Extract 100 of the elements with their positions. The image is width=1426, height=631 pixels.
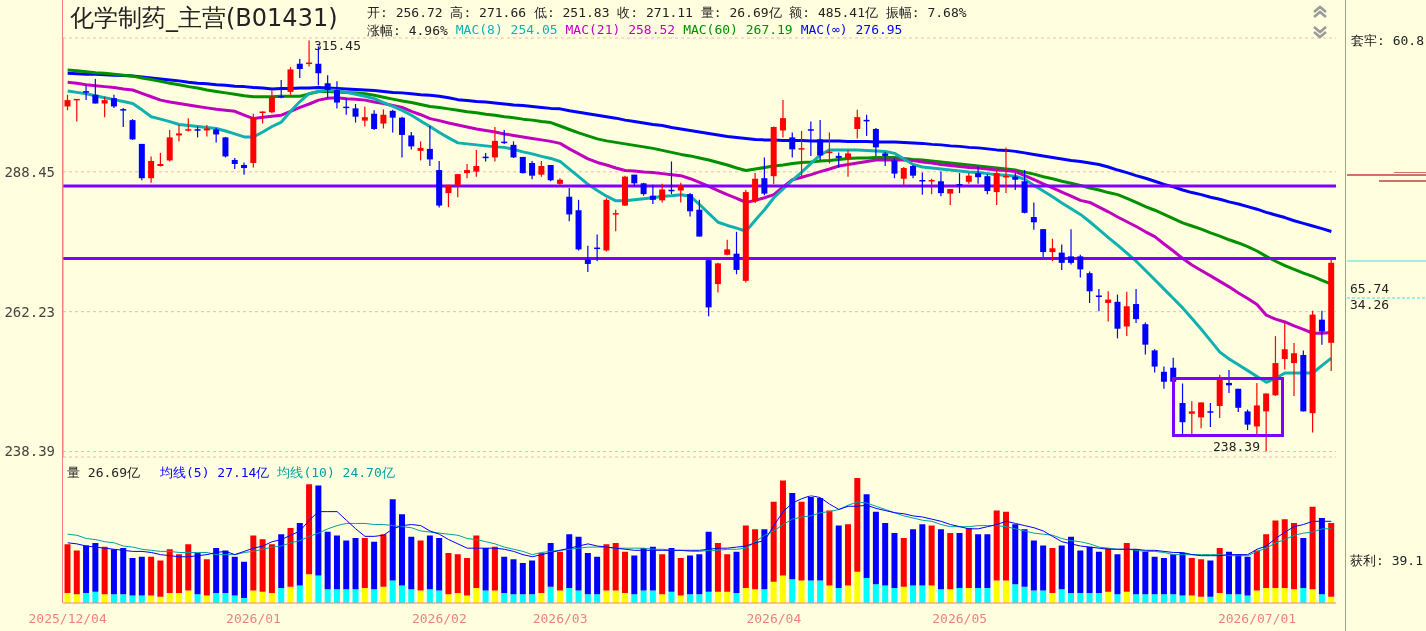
bar [696,554,703,595]
candlestick [1030,201,1037,231]
candlestick [352,103,359,124]
bar [1077,593,1084,603]
x-tick-label: 2026/01 [226,611,281,626]
bar [101,594,108,603]
bar [510,594,517,603]
bar [1151,594,1158,603]
candlestick [1068,228,1075,266]
bar [529,594,536,603]
candlestick [399,116,405,159]
bar [1300,538,1307,588]
bar [306,484,313,575]
bar [1263,588,1270,603]
candlestick [101,96,108,118]
bar [863,578,870,603]
bar [194,594,201,603]
bar [1068,593,1075,603]
bar [1086,593,1093,603]
text: MAC(∞) 276.95 [800,22,903,39]
bar [993,510,1000,581]
bar [1160,558,1167,595]
bar [1198,559,1205,597]
candlestick [1207,402,1214,428]
bar [185,544,192,591]
bar [826,510,833,586]
bar [556,551,563,591]
candlestick [687,192,694,218]
bar [872,584,879,603]
candlestick [287,66,294,96]
bar [687,594,694,603]
bar [947,589,954,603]
bar [426,589,433,603]
bar [538,593,545,603]
bar [928,585,935,603]
bar [928,525,935,586]
candlestick [677,182,684,204]
candlestick [1058,243,1065,271]
bar [203,559,210,596]
bar [426,535,433,590]
bar [659,554,666,595]
candlestick [1095,288,1102,312]
bar [566,588,573,603]
candlestick [1318,310,1325,346]
annotation: 315.45 [314,38,361,53]
bar [166,593,173,603]
bar [268,544,275,593]
candlestick [1253,382,1260,436]
bar [445,594,452,603]
bar [1235,594,1242,603]
bar [231,556,238,596]
candlestick [779,99,786,138]
bar [900,538,907,587]
bar [882,523,889,586]
bar [287,528,294,587]
bar [380,586,387,603]
candlestick [129,118,136,141]
bar [807,580,814,603]
annotation: 238.39 [1213,439,1260,454]
bar [287,586,294,603]
candlestick [296,58,303,79]
bar [900,586,907,603]
bar [175,593,182,603]
bar [510,559,517,595]
bar [1077,550,1084,593]
candlestick [1244,408,1251,431]
bar [733,551,740,593]
bar [473,588,480,603]
candlestick [324,74,331,99]
candlestick [854,109,861,139]
bar [296,585,303,603]
bar [1263,534,1270,588]
bar [315,575,322,603]
bar [724,554,731,592]
bar [993,580,1000,603]
bar [937,589,944,603]
bar [975,588,982,603]
bar [594,556,601,595]
text: 65.74 [1350,281,1390,296]
bar [64,544,71,593]
candlestick [1179,382,1186,436]
x-tick-label: 2025/12/04 [28,611,107,626]
candlestick [752,172,759,204]
bar [779,575,786,603]
bar [677,558,684,596]
bar [380,534,387,587]
bar [519,594,526,603]
bar [529,560,536,595]
bar [519,563,526,595]
text: 均线(5) 27.14亿 [160,464,270,482]
bar [752,529,759,590]
bar [324,589,331,603]
bar [1188,558,1195,596]
bar [975,534,982,588]
candlestick [1086,270,1093,304]
bar [622,551,629,593]
candlestick [984,173,991,195]
text: 开: 256.72 高: 271.66 低: 251.83 收: 271.11 量: 26.69亿 额: 485.41亿 振幅: 7.68% [367,4,967,22]
candlestick [937,170,944,197]
candlestick [1263,392,1270,453]
